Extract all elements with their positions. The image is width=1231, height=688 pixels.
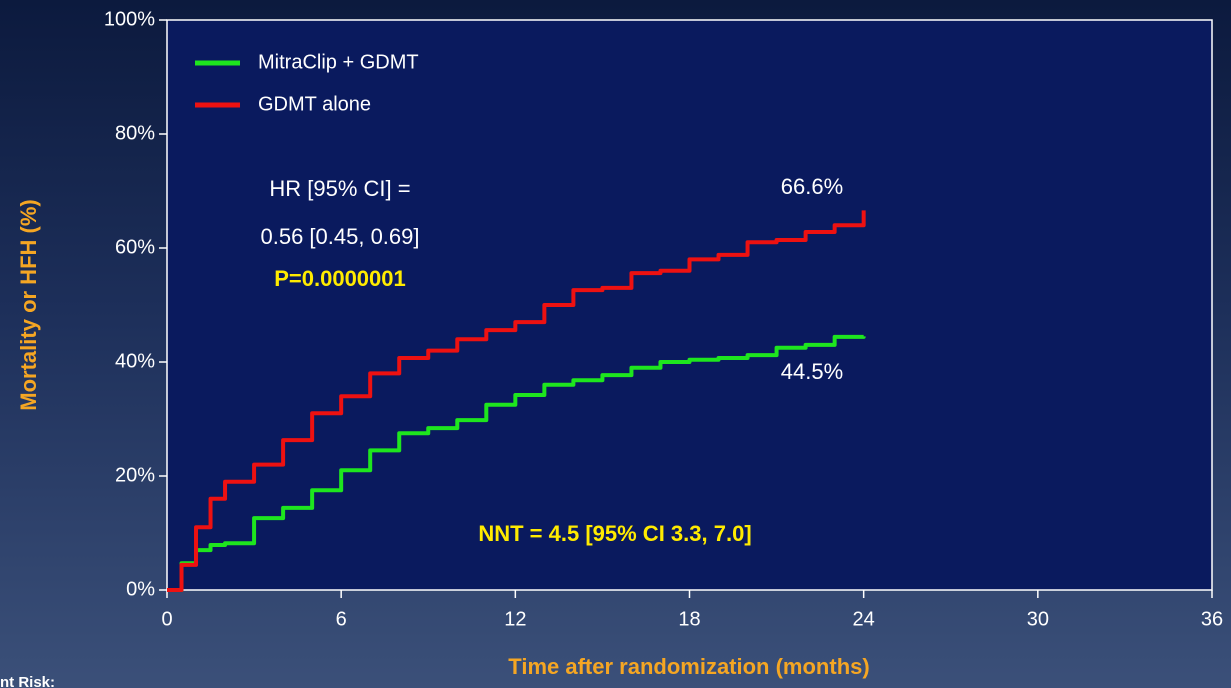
y-tick-label: 60% bbox=[115, 236, 155, 258]
x-tick-label: 6 bbox=[336, 608, 347, 630]
plot-area bbox=[166, 19, 1213, 591]
annotation: 0.56 [0.45, 0.69] bbox=[260, 224, 419, 249]
annotation: 44.5% bbox=[781, 359, 843, 384]
x-axis-title: Time after randomization (months) bbox=[508, 654, 869, 679]
x-tick-label: 36 bbox=[1201, 608, 1223, 630]
annotation: NNT = 4.5 [95% CI 3.3, 7.0] bbox=[478, 521, 751, 546]
y-tick-label: 100% bbox=[104, 8, 155, 30]
y-tick-label: 80% bbox=[115, 122, 155, 144]
x-tick-label: 18 bbox=[678, 608, 700, 630]
x-tick-label: 12 bbox=[504, 608, 526, 630]
x-tick-label: 30 bbox=[1027, 608, 1049, 630]
x-tick-label: 0 bbox=[161, 608, 172, 630]
y-tick-label: 40% bbox=[115, 350, 155, 372]
annotation: HR [95% CI] = bbox=[269, 176, 410, 201]
legend-label: MitraClip + GDMT bbox=[258, 51, 419, 73]
footnote: nt Risk: bbox=[0, 674, 55, 688]
annotation: P=0.0000001 bbox=[274, 266, 406, 291]
annotation: 66.6% bbox=[781, 174, 843, 199]
series-line bbox=[167, 334, 866, 592]
x-tick-label: 24 bbox=[853, 608, 875, 630]
y-tick-label: 20% bbox=[115, 464, 155, 486]
y-axis-title: Mortality or HFH (%) bbox=[16, 199, 41, 410]
y-tick-label: 0% bbox=[126, 578, 155, 600]
series-line bbox=[167, 210, 866, 592]
legend-label: GDMT alone bbox=[258, 93, 371, 115]
